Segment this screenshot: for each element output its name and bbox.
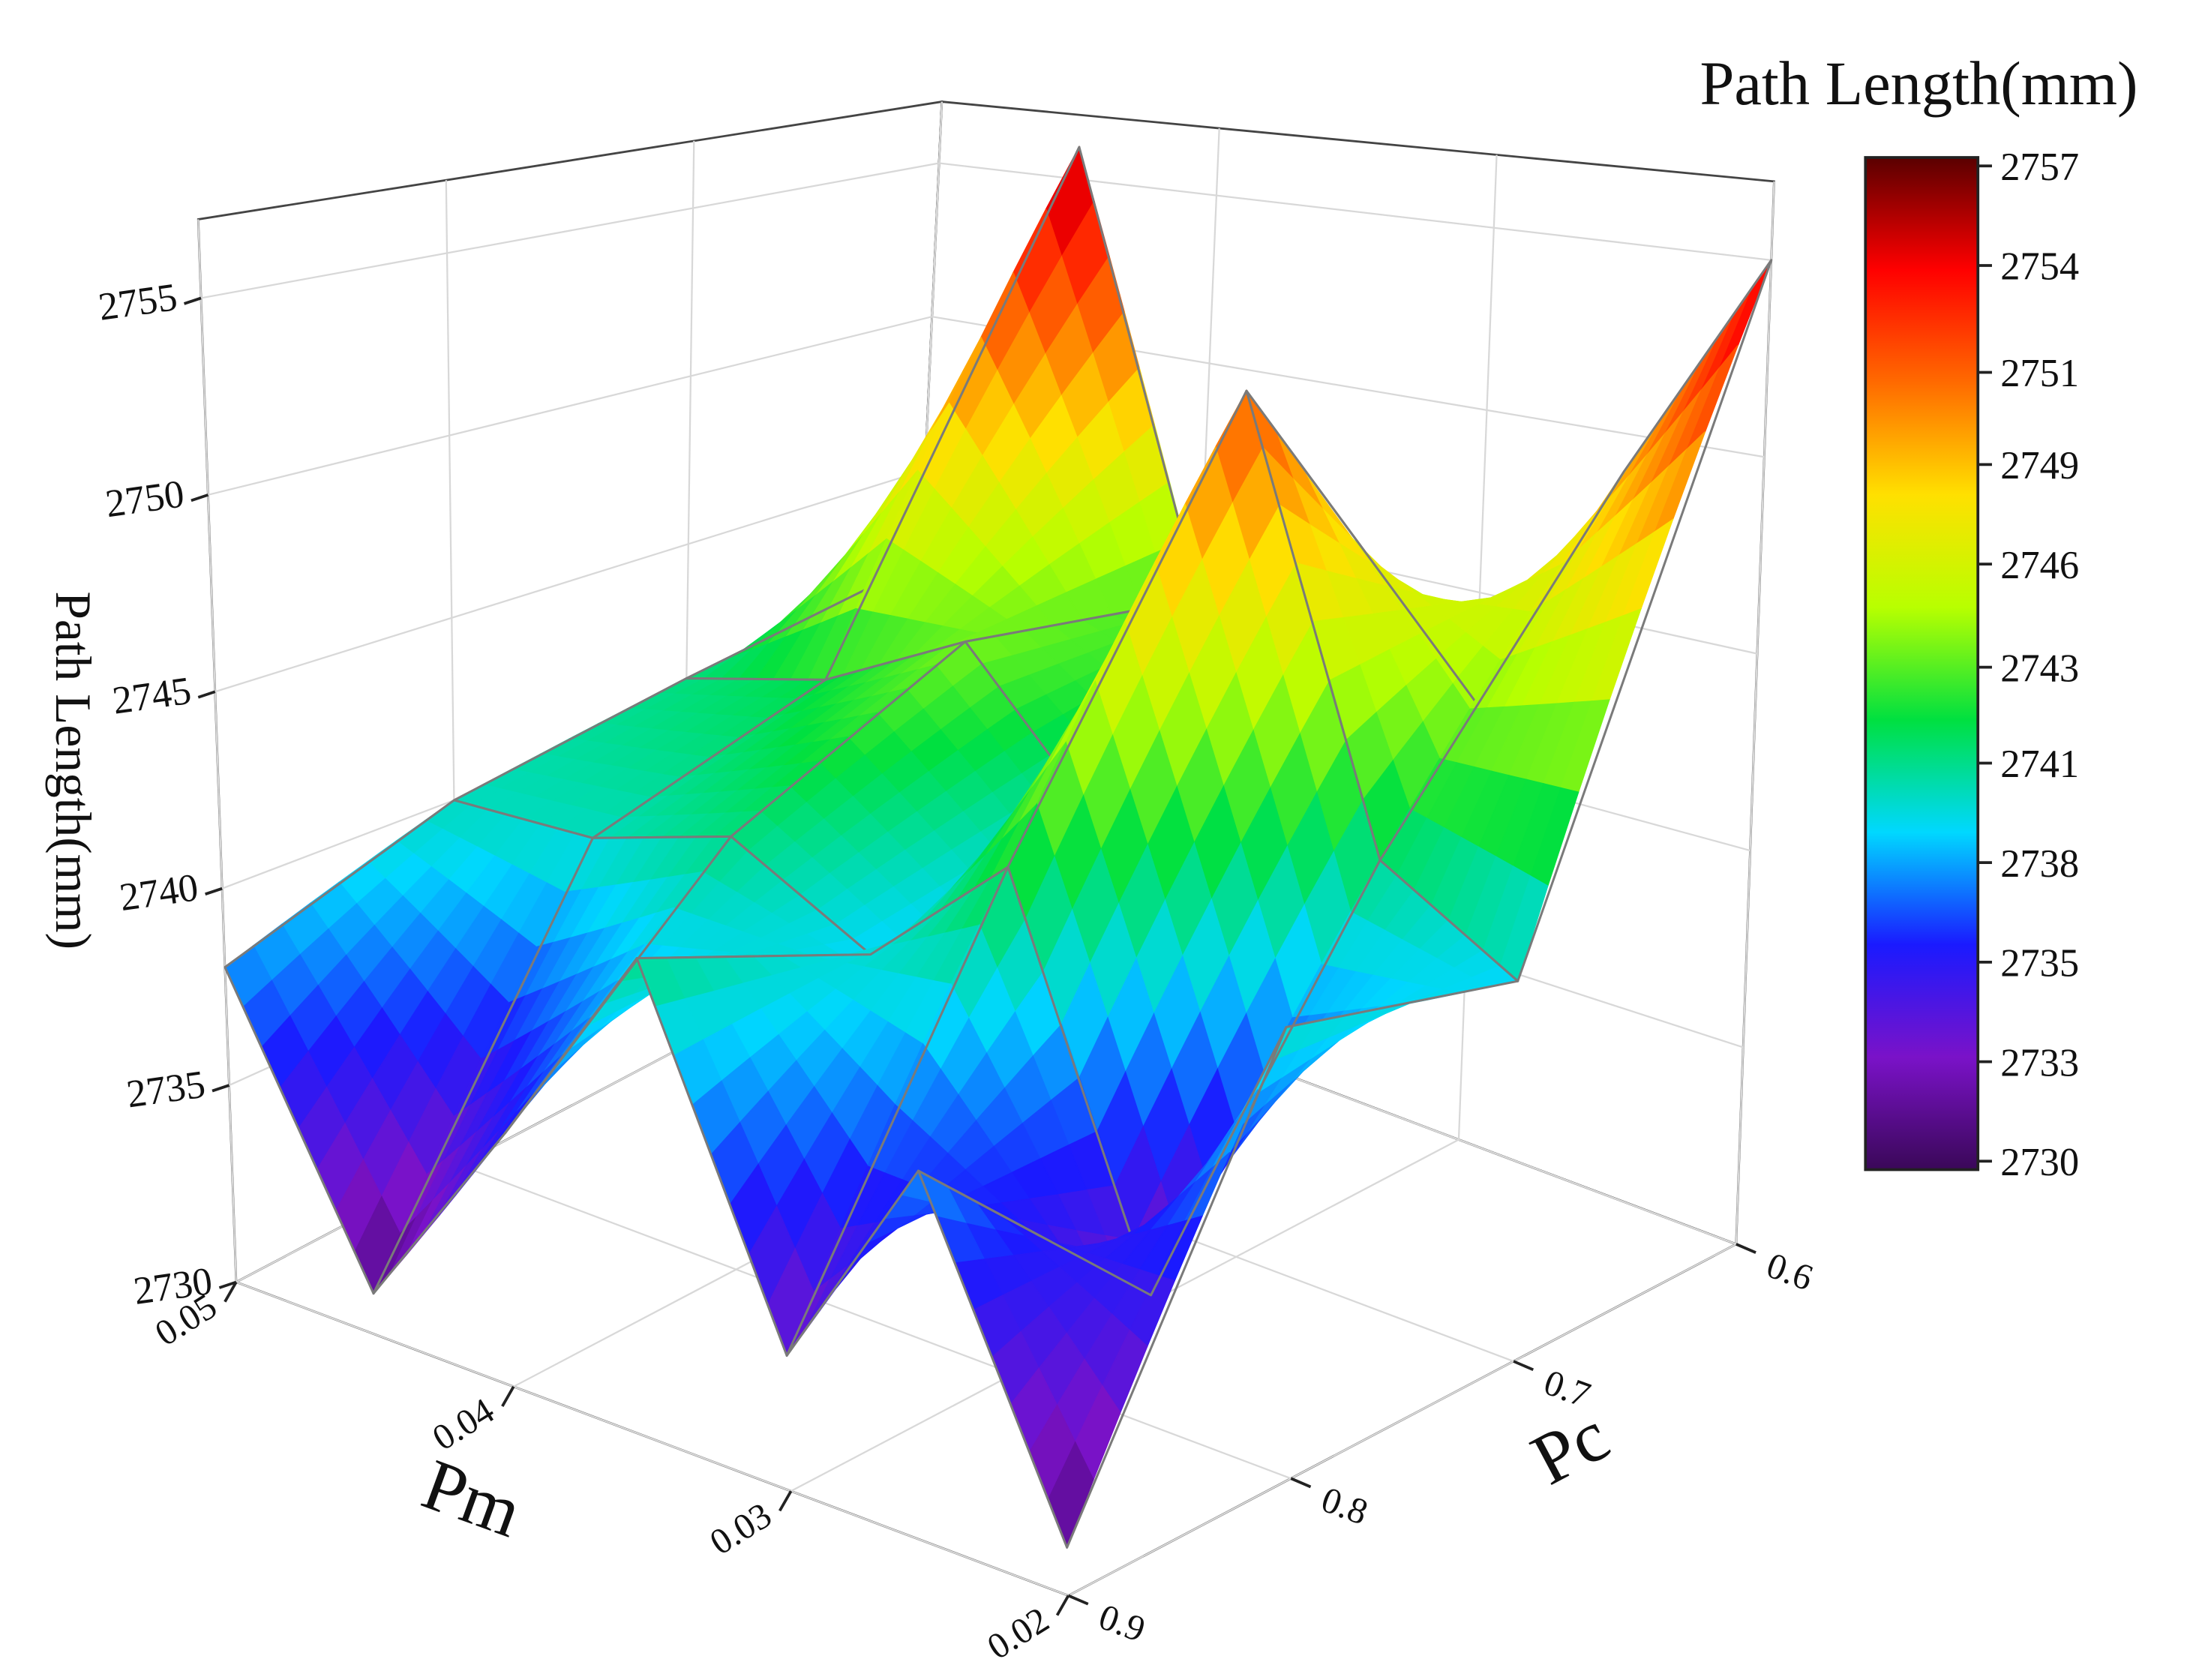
surface-cell	[591, 640, 967, 839]
x-tick-label: 0.03	[703, 1495, 778, 1563]
colorbar-tick-label: 2746	[2000, 544, 2079, 587]
grid-line	[208, 316, 932, 496]
y-axis-label: Pc	[1519, 1395, 1622, 1501]
surface-cell	[635, 865, 1010, 1358]
surface-cell	[372, 835, 733, 1295]
colorbar-tick-label: 2751	[2000, 352, 2079, 395]
z-tick	[205, 886, 223, 896]
colorbar-tick-label: 2743	[2000, 646, 2079, 690]
grid-line	[197, 219, 238, 1282]
grid-line	[1067, 1243, 1737, 1597]
y-tick	[1067, 1594, 1089, 1606]
colorbar-tick-label: 2730	[2000, 1141, 2079, 1184]
z-tick-label: 2740	[117, 866, 201, 920]
z-tick	[212, 1084, 230, 1093]
y-tick-label: 0.8	[1316, 1479, 1373, 1533]
colorbar-tick-label: 2741	[2000, 742, 2079, 786]
y-tick	[1736, 1243, 1756, 1254]
grid-line	[214, 469, 926, 693]
grid-line	[458, 1164, 1292, 1480]
x-tick	[778, 1490, 793, 1512]
colorbar-title: Path Length(mm)	[1700, 50, 2138, 118]
colorbar-tick-label: 2738	[2000, 842, 2079, 886]
surface-cell	[1245, 389, 1625, 862]
colorbar-tick-label: 2757	[2000, 146, 2079, 189]
z-tick-label: 2735	[124, 1063, 208, 1117]
x-tick-label: 0.02	[980, 1599, 1056, 1667]
z-tick-label: 2730	[131, 1259, 215, 1313]
z-axis-label: Path Length(mm)	[45, 591, 101, 950]
y-tick	[1513, 1360, 1534, 1372]
z-tick	[190, 494, 208, 502]
grid-line	[200, 162, 940, 299]
z-tick	[183, 296, 202, 305]
colorbar-tick-label: 2733	[2000, 1041, 2079, 1084]
z-tick-label: 2755	[96, 275, 180, 329]
surface-cell	[1378, 259, 1773, 982]
y-tick	[1290, 1477, 1312, 1489]
colorbar-tick-label: 2749	[2000, 444, 2079, 488]
colorbar	[1864, 156, 1980, 1172]
x-tick-label: 0.04	[425, 1390, 501, 1459]
surface	[224, 146, 1773, 1550]
z-tick	[218, 1280, 237, 1289]
surface-mesh	[917, 1025, 1288, 1549]
surface-cell	[224, 799, 594, 1295]
colorbar-tick-label: 2735	[2000, 942, 2079, 986]
y-tick-label: 0.9	[1094, 1596, 1150, 1650]
surface-cell	[917, 1025, 1288, 1550]
x-tick	[224, 1281, 238, 1303]
x-tick	[1055, 1594, 1070, 1616]
grid-line	[1735, 181, 1775, 1244]
surface-cell	[452, 676, 828, 839]
z-tick	[197, 690, 216, 699]
grid-line	[236, 1281, 1069, 1597]
z-tick-label: 2745	[110, 669, 194, 723]
x-tick	[501, 1385, 515, 1407]
colorbar-tick-label: 2754	[2000, 245, 2079, 289]
y-tick-label: 0.6	[1762, 1245, 1819, 1299]
x-axis-label: Pm	[412, 1444, 532, 1553]
z-tick-label: 2750	[103, 472, 187, 526]
